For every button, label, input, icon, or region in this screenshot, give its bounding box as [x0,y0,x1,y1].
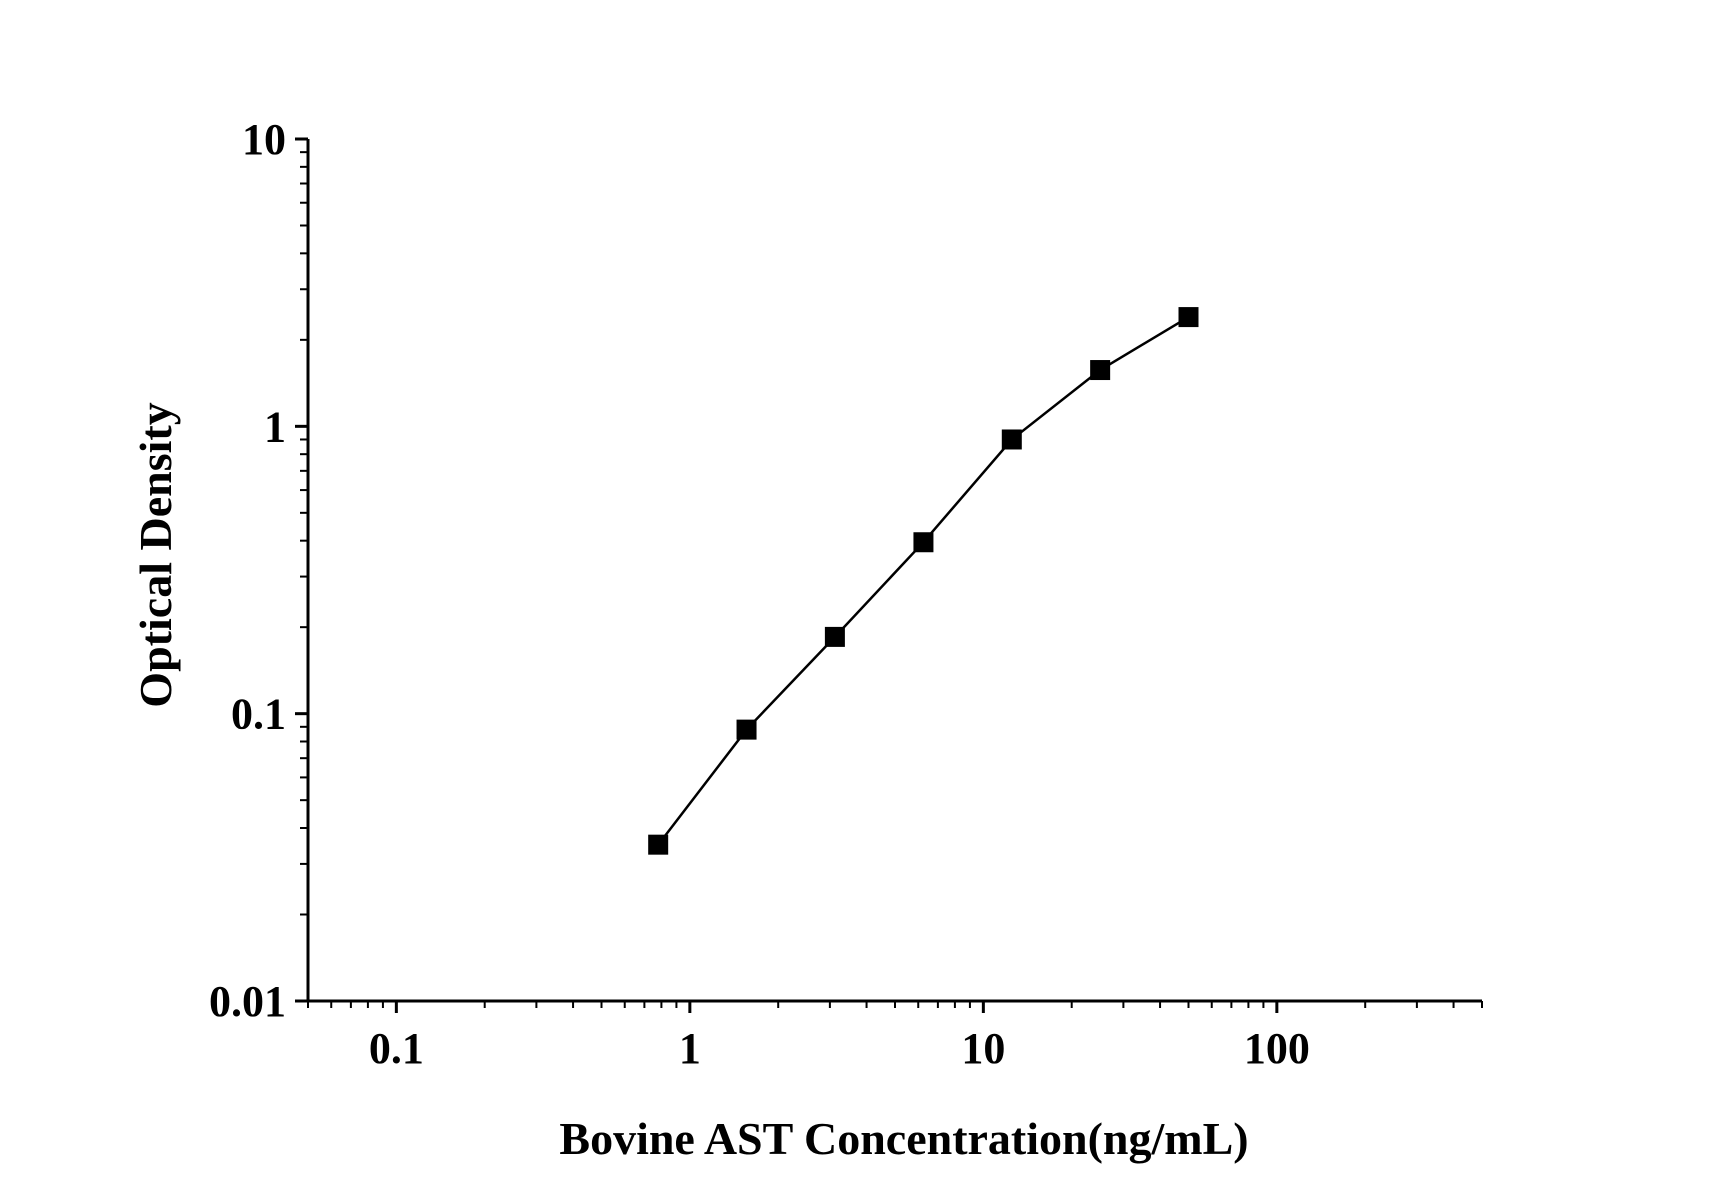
data-point [1178,307,1199,328]
data-point [1001,429,1022,450]
ticks [295,137,1483,1013]
data-series [648,307,1199,855]
y-tick-label: 1 [264,402,286,451]
x-axis-title: Bovine AST Concentration(ng/mL) [559,1113,1248,1164]
x-tick-label: 10 [961,1024,1005,1073]
y-axis-title: Optical Density [130,402,181,707]
x-tick-label: 1 [679,1024,701,1073]
y-tick-label: 0.01 [209,977,286,1026]
axes [306,139,1482,1003]
x-tick-label: 0.1 [369,1024,424,1073]
data-point [736,719,757,740]
x-tick-label: 100 [1244,1024,1310,1073]
data-point [1090,360,1111,381]
y-tick-label: 0.1 [231,690,286,739]
data-point [913,532,934,553]
y-tick-label: 10 [242,115,286,164]
data-point [648,834,669,855]
data-point [824,626,845,647]
tick-labels: 0.1 1 10 100 0.01 0.1 1 10 [209,115,1310,1073]
series-line [657,316,1190,846]
